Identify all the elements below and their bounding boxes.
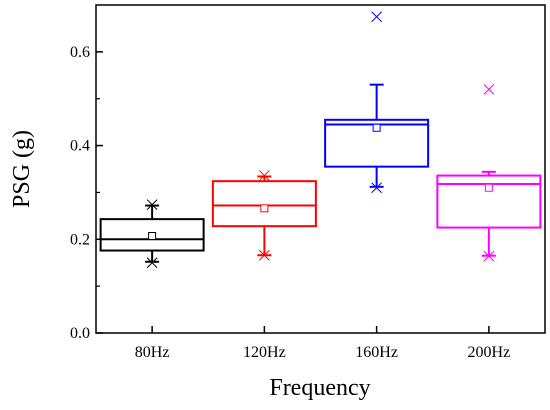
- box-200Hz: [436, 83, 542, 262]
- x-axis-title: Frequency: [269, 375, 370, 401]
- mean-marker: [148, 232, 157, 241]
- iqr-box: [436, 174, 542, 229]
- x-tick-label: 80Hz: [135, 344, 170, 361]
- max-marker: [146, 199, 158, 210]
- iqr-box: [99, 218, 205, 252]
- min-marker: [259, 249, 270, 261]
- plot-frame: [95, 4, 546, 334]
- y-tick-label: 0.2: [70, 231, 90, 248]
- x-axis: 80Hz 120Hz 160Hz 200Hz: [135, 326, 510, 361]
- mean-marker: [372, 123, 381, 132]
- box-80Hz: [99, 199, 205, 269]
- y-tick-label: 0.6: [70, 44, 90, 61]
- x-tick-label: 120Hz: [243, 344, 286, 361]
- y-tick-label: 0.0: [70, 325, 90, 342]
- mean-marker: [260, 204, 269, 213]
- x-tick-label: 160Hz: [355, 344, 398, 361]
- iqr-box: [324, 118, 430, 168]
- y-tick-label: 0.4: [70, 138, 90, 155]
- y-axis: 0.0 0.2 0.4 0.6: [70, 44, 103, 342]
- boxes-layer: [99, 11, 542, 269]
- min-marker: [371, 182, 382, 194]
- x-tick-label: 200Hz: [468, 344, 511, 361]
- box-120Hz: [211, 170, 317, 261]
- iqr-box: [211, 180, 317, 228]
- max-marker: [259, 170, 270, 181]
- min-marker: [146, 257, 158, 269]
- mean-marker: [484, 183, 493, 192]
- min-marker: [483, 250, 495, 262]
- box-160Hz: [324, 11, 430, 194]
- y-axis-title: PSG (g): [9, 130, 35, 208]
- max-marker: [483, 83, 495, 95]
- max-marker: [371, 11, 382, 23]
